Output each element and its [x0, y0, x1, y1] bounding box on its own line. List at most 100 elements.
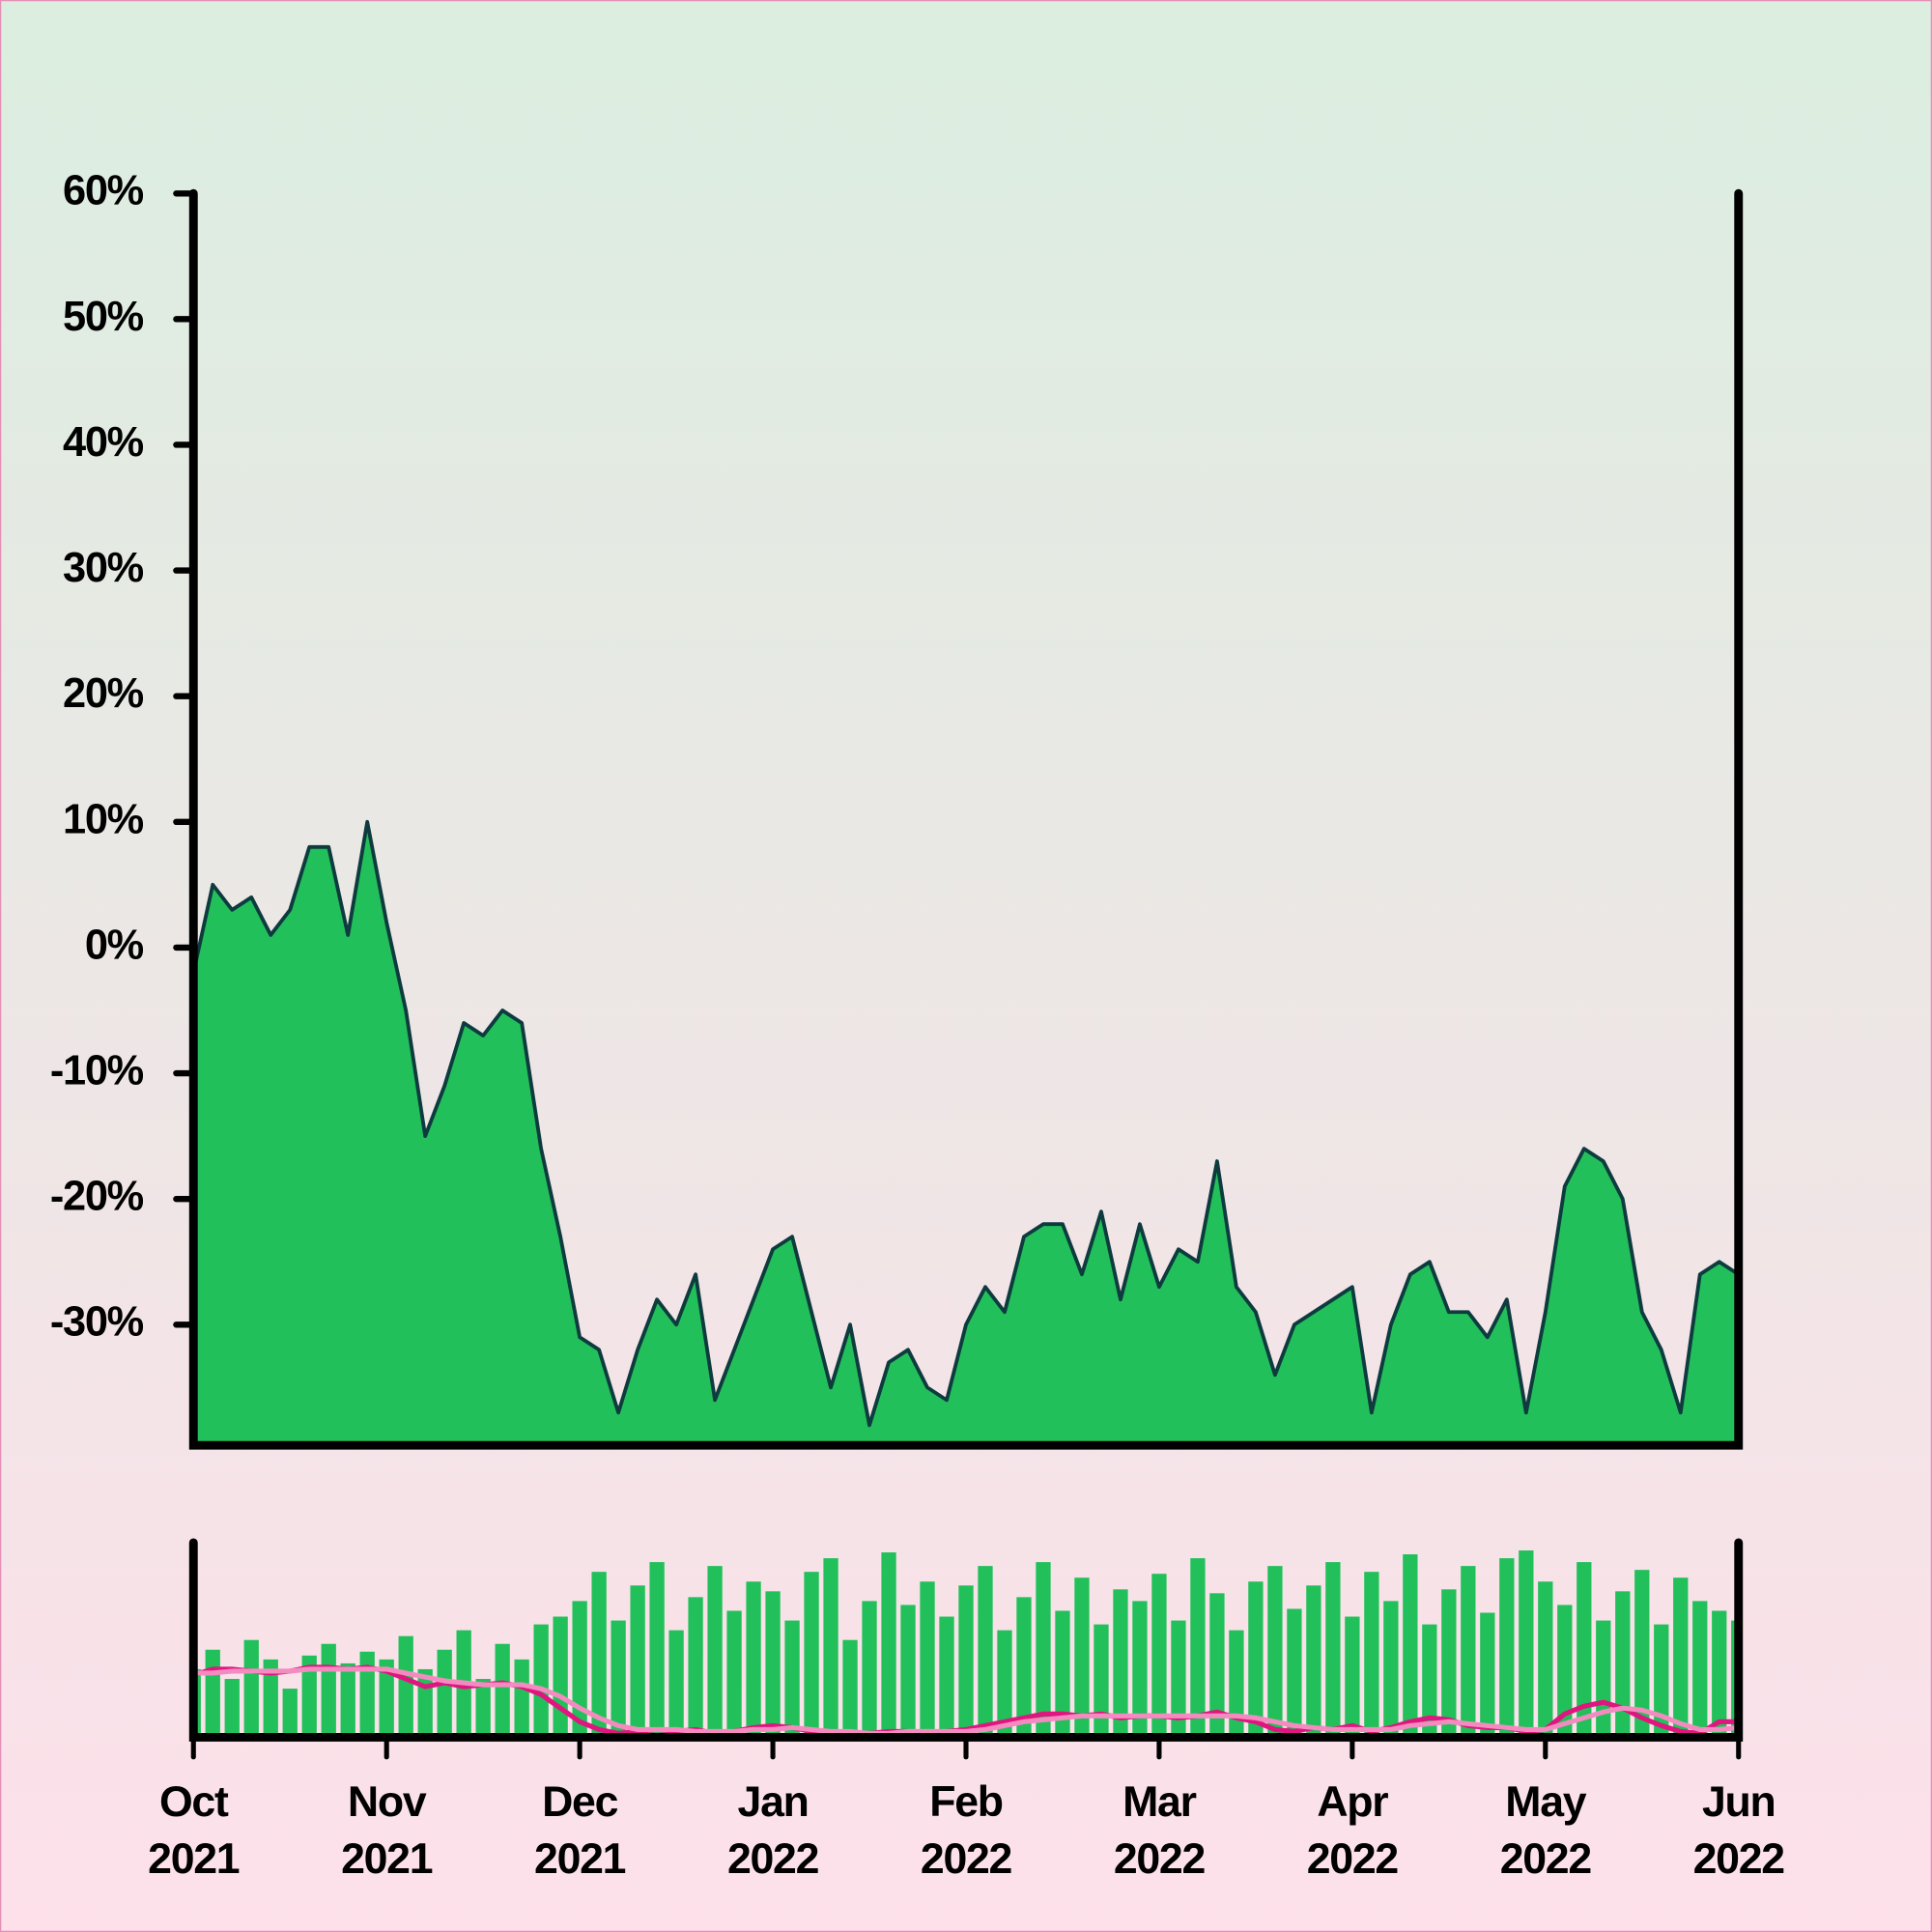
volume-bar	[340, 1662, 355, 1738]
x-tick-label: May 2022	[1499, 1777, 1593, 1883]
volume-bar	[765, 1591, 781, 1738]
volume-bar	[1229, 1630, 1244, 1738]
volume-bar	[1654, 1624, 1669, 1738]
y-tick-label: -20%	[50, 1174, 144, 1220]
volume-bar	[1364, 1572, 1379, 1738]
volume-bar	[1519, 1549, 1534, 1738]
x-tick-label: Oct 2021	[148, 1777, 241, 1883]
x-tick-label-box: Oct 2021	[148, 1777, 241, 1883]
volume-bar	[1113, 1589, 1128, 1738]
x-tick-label: Mar 2022	[1113, 1777, 1207, 1883]
volume-bar	[1383, 1601, 1399, 1738]
y-tick-label: 50%	[63, 294, 144, 340]
x-tick-label-box: Feb 2022	[920, 1777, 1013, 1883]
volume-bar	[263, 1659, 278, 1738]
volume-bar	[611, 1620, 626, 1738]
volume-bar	[495, 1643, 510, 1738]
volume-bar	[591, 1572, 607, 1738]
volume-bar	[301, 1655, 317, 1738]
y-tick-label: 10%	[63, 796, 144, 842]
volume-bar	[1094, 1624, 1109, 1738]
volume-bar	[359, 1651, 375, 1738]
volume-bar	[1036, 1562, 1051, 1738]
volume-bar	[1267, 1566, 1283, 1738]
volume-bar	[958, 1585, 974, 1738]
volume-bar	[1499, 1558, 1515, 1738]
volume-bar	[205, 1649, 220, 1738]
area-line	[193, 819, 1739, 1428]
volume-bar	[379, 1659, 394, 1738]
y-tick-label: 40%	[63, 419, 144, 466]
volume-bar	[823, 1558, 838, 1738]
volume-bar	[1016, 1597, 1032, 1738]
volume-bar	[1287, 1608, 1302, 1738]
x-tick-label-box: Mar 2022	[1113, 1777, 1207, 1883]
y-tick-label: 30%	[63, 545, 144, 591]
x-tick-label: Nov 2021	[341, 1777, 434, 1883]
axis-frame	[188, 1538, 1744, 1742]
volume-bar	[1538, 1581, 1553, 1738]
volume-bar	[224, 1679, 240, 1738]
volume-bar	[1422, 1624, 1437, 1738]
volume-bar	[1151, 1574, 1167, 1738]
volume-bar	[920, 1581, 935, 1738]
volume-bar	[1055, 1610, 1070, 1738]
y-tick-label: -10%	[50, 1047, 144, 1094]
volume-bar	[1712, 1610, 1727, 1738]
volume-bar	[533, 1624, 549, 1738]
volume-bar	[1171, 1620, 1186, 1738]
volume-bar	[1345, 1616, 1360, 1738]
volume-bar	[437, 1649, 452, 1738]
volume-bar	[630, 1585, 645, 1738]
volume-bar	[1403, 1554, 1418, 1738]
volume-bar	[804, 1572, 819, 1738]
x-tick-label-box: Jan 2022	[726, 1777, 820, 1883]
volume-bar	[1557, 1605, 1573, 1738]
x-tick-label: Jun 2022	[1692, 1777, 1786, 1883]
volume-bar	[649, 1562, 665, 1738]
volume-bar	[842, 1639, 858, 1738]
volume-bar	[1634, 1570, 1650, 1738]
x-tick-label-box: May 2022	[1499, 1777, 1593, 1883]
x-tick-label: Feb 2022	[920, 1777, 1013, 1883]
volume-bar	[1306, 1585, 1321, 1738]
x-tick-label-box: Nov 2021	[341, 1777, 434, 1883]
volume-bar	[321, 1643, 336, 1738]
volume-bar	[1441, 1589, 1457, 1738]
volume-bar	[398, 1635, 413, 1738]
volume-bar	[514, 1659, 529, 1738]
volume-bar	[475, 1679, 491, 1738]
x-tick-label-box: Jun 2022	[1692, 1777, 1786, 1883]
y-tick-label: -30%	[50, 1299, 144, 1346]
volume-bar	[862, 1601, 877, 1738]
volume-bar	[282, 1689, 298, 1738]
moving-average-line	[193, 1666, 1739, 1736]
volume-bar	[1248, 1581, 1264, 1738]
volume-bar	[900, 1605, 916, 1738]
volume-bar	[668, 1630, 684, 1738]
axis-frame	[188, 188, 1744, 1450]
x-tick-label-box: Dec 2021	[534, 1777, 627, 1883]
volume-bar	[1209, 1593, 1225, 1738]
volume-bar	[939, 1616, 954, 1738]
volume-bar	[1461, 1566, 1476, 1738]
volume-bar	[707, 1566, 723, 1738]
volume-bar	[1074, 1577, 1090, 1738]
volume-bar	[978, 1566, 993, 1738]
volume-bar	[1615, 1591, 1631, 1738]
volume-bar	[726, 1610, 742, 1738]
volume-bar	[1325, 1562, 1341, 1738]
y-tick-label: 60%	[63, 168, 144, 214]
volume-bar	[1673, 1577, 1689, 1738]
volume-bar	[688, 1597, 703, 1738]
volume-bar	[1480, 1612, 1495, 1738]
x-tick-label: Jan 2022	[726, 1777, 820, 1883]
x-tick-label-box: Apr 2022	[1306, 1777, 1400, 1883]
x-tick-label: Apr 2022	[1306, 1777, 1400, 1883]
x-tick-label: Dec 2021	[534, 1777, 627, 1883]
volume-bar	[243, 1639, 259, 1738]
volume-bar	[1692, 1601, 1708, 1738]
